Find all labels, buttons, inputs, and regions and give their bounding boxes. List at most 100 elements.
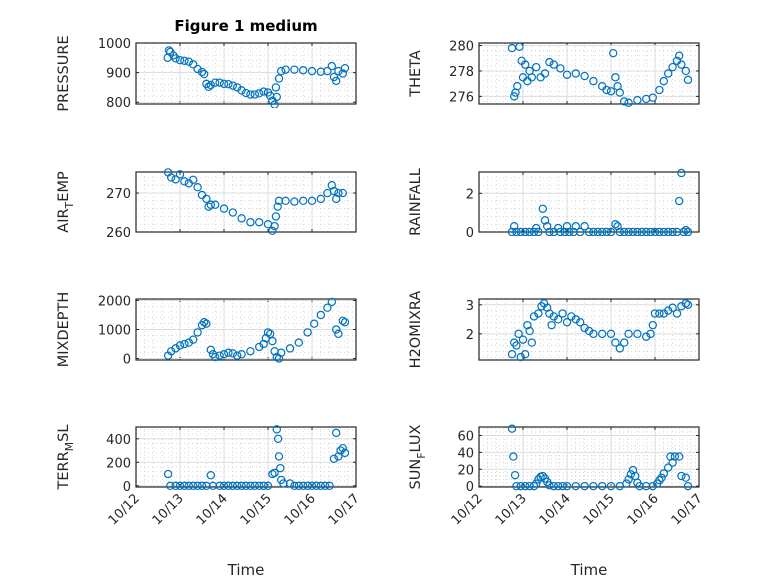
y-tick-label: 2000 (98, 294, 131, 309)
data-point-marker (580, 323, 589, 333)
data-point-marker (538, 204, 548, 213)
data-point-marker (272, 92, 281, 102)
data-point-marker (281, 65, 290, 74)
data-point-marker (534, 309, 543, 318)
data-point-marker (545, 481, 554, 490)
y-tick-label: 2 (466, 328, 474, 343)
subplot-sun-flux[interactable]: 10/12 10/13 10/14 10/15 10/16 10/17 0 20 40 60 SUN… (408, 424, 706, 579)
data-point-marker (219, 349, 229, 359)
data-series (507, 168, 693, 236)
subplot-terr-msl[interactable]: 10/12 10/13 10/14 10/15 10/16 10/17 0 200 400 TER… (56, 425, 363, 579)
data-point-marker (681, 299, 691, 308)
data-point-marker (215, 481, 224, 491)
data-point-marker (659, 309, 669, 318)
data-point-marker (184, 481, 193, 491)
data-point-marker (589, 227, 598, 236)
y-tick-label: 800 (106, 96, 131, 111)
data-point-marker (540, 69, 550, 78)
subplot-h2omixra[interactable]: 2 3 H2OMIXRA (408, 291, 700, 369)
data-point-marker (598, 481, 607, 491)
y-tick-label: 1000 (98, 324, 131, 339)
axes-box (135, 426, 357, 488)
data-point-marker (166, 173, 176, 182)
data-point-marker (567, 312, 576, 321)
data-point-marker (509, 452, 518, 461)
data-point-marker (677, 471, 686, 481)
data-point-marker (620, 97, 629, 106)
data-point-marker (310, 319, 319, 328)
data-point-marker (545, 309, 554, 318)
data-point-marker (334, 329, 343, 339)
data-point-marker (514, 329, 523, 339)
data-point-marker (637, 227, 646, 236)
data-point-marker (598, 227, 607, 236)
data-point-marker (259, 339, 268, 349)
subplot-air-temp[interactable]: 260 270 AIRTEMP (56, 168, 357, 241)
data-point-marker (325, 481, 334, 491)
data-point-marker (263, 328, 273, 337)
data-point-marker (664, 463, 673, 472)
data-point-marker (507, 349, 517, 359)
subplot-rainfall[interactable]: 0 2 RAINFALL (408, 168, 700, 241)
subplot-pressure[interactable]: 800 900 1000 PRESSURE Figure 1 medium (56, 17, 357, 112)
y-label-text: MIXDEPTH (56, 292, 72, 368)
y-tick-label: 276 (449, 90, 474, 105)
data-point-marker (327, 181, 336, 190)
data-point-marker (246, 218, 255, 227)
data-point-marker (228, 81, 237, 90)
data-point-marker (180, 56, 189, 65)
data-point-marker (602, 227, 611, 236)
data-point-marker (266, 329, 275, 339)
data-point-marker (210, 352, 220, 362)
y-label-text: LUX (408, 424, 424, 452)
data-point-marker (224, 79, 233, 89)
data-point-marker (232, 351, 242, 360)
data-point-marker (237, 481, 246, 491)
data-point-marker (299, 196, 308, 206)
data-point-marker (650, 227, 660, 236)
y-label-text: RAINFALL (408, 168, 424, 236)
data-point-marker (549, 481, 559, 491)
subplot-mixdepth[interactable]: 0 1000 2000 MIXDEPTH (56, 292, 357, 368)
data-point-marker (268, 226, 277, 236)
y-tick-label: 0 (466, 480, 474, 495)
data-point-marker (281, 196, 290, 206)
data-point-marker (327, 297, 336, 307)
data-point-marker (633, 329, 642, 339)
data-point-marker (307, 481, 317, 491)
data-point-marker (175, 341, 185, 350)
data-point-marker (338, 69, 347, 78)
data-point-marker (163, 469, 173, 479)
data-point-marker (323, 303, 332, 312)
data-point-marker (515, 42, 524, 52)
data-point-marker (175, 55, 185, 65)
y-tick-label: 270 (106, 187, 131, 202)
data-point-marker (683, 227, 693, 236)
data-point-marker (683, 481, 693, 491)
data-point-marker (241, 481, 251, 491)
data-point-marker (188, 60, 198, 69)
axes-box (478, 298, 700, 361)
data-point-marker (529, 312, 539, 321)
subplot-theta[interactable]: 276 278 280 THETA (408, 40, 700, 107)
y-tick-label: 400 (106, 433, 131, 448)
data-point-marker (534, 227, 543, 236)
data-point-marker (602, 85, 611, 95)
y-label-text: TERR (56, 451, 72, 490)
data-point-marker (210, 200, 220, 209)
data-point-marker (303, 481, 312, 491)
data-point-marker (543, 221, 552, 231)
data-series (163, 46, 350, 108)
y-axis-label: H2OMIXRA (408, 291, 424, 369)
data-point-marker (576, 318, 585, 327)
axes-background (136, 427, 356, 487)
x-tick-label: 10/17 (326, 491, 363, 528)
data-point-marker (624, 329, 633, 339)
data-point-marker (633, 95, 642, 105)
data-point-marker (272, 425, 281, 434)
y-tick-label: 20 (457, 463, 474, 478)
data-point-marker (518, 335, 528, 344)
y-label-text: SUN (408, 459, 424, 490)
data-point-marker (271, 83, 281, 92)
